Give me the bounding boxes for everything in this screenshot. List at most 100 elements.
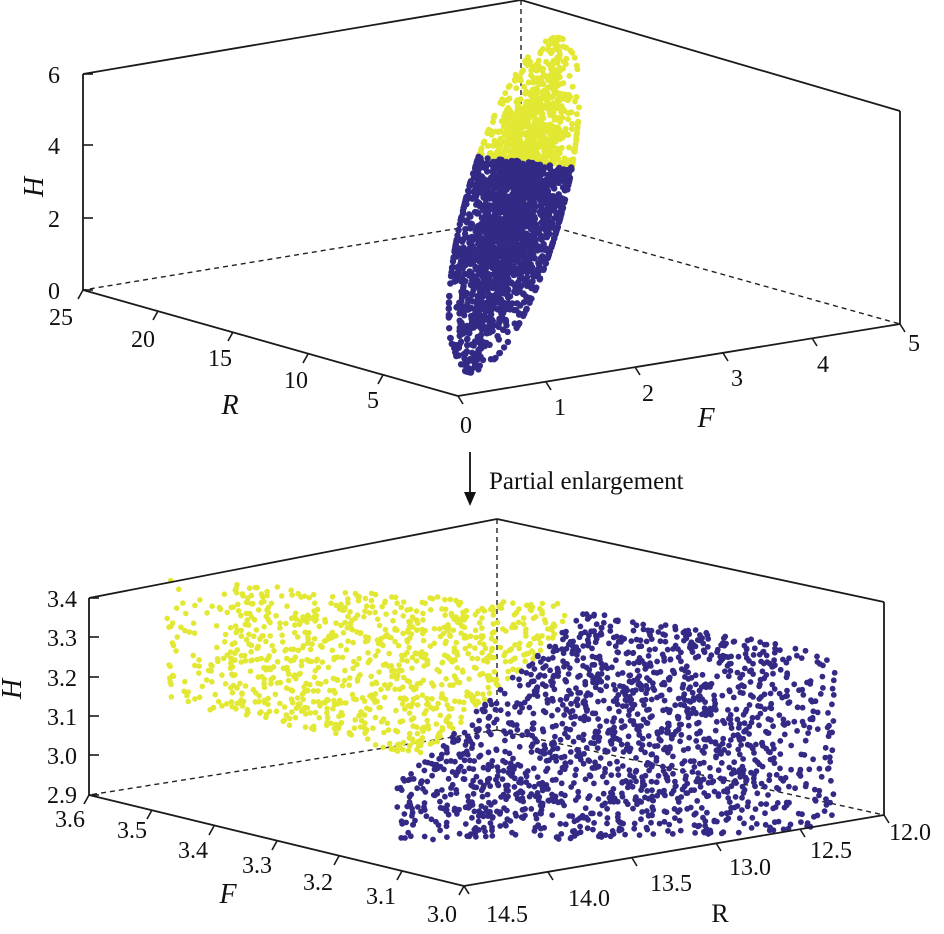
scatter-point-blue: [829, 685, 836, 692]
scatter-point-blue: [593, 621, 600, 628]
scatter-point-yellow: [229, 641, 235, 648]
scatter-point-blue: [594, 745, 601, 751]
scatter-point-yellow: [541, 617, 548, 623]
scatter-point-blue: [688, 674, 695, 681]
scatter-point-blue: [471, 338, 479, 345]
scatter-point-blue: [518, 282, 525, 289]
scatter-point-blue: [452, 277, 460, 284]
scatter-point-yellow: [434, 734, 441, 741]
scatter-point-yellow: [406, 743, 413, 749]
scatter-point-blue: [488, 731, 494, 738]
scatter-point-blue: [638, 816, 644, 823]
scatter-point-yellow: [532, 133, 539, 140]
scatter-point-blue: [584, 637, 591, 643]
scatter-point-blue: [491, 191, 498, 199]
scatter-point-blue: [678, 666, 685, 672]
scatter-point-yellow: [387, 681, 394, 688]
scatter-point-yellow: [289, 709, 295, 715]
scatter-point-blue: [519, 228, 526, 236]
scatter-point-yellow: [419, 599, 426, 606]
scatter-point-blue: [780, 777, 787, 784]
scatter-point-blue: [731, 779, 737, 786]
scatter-point-blue: [719, 740, 726, 747]
scatter-point-yellow: [313, 612, 320, 619]
scatter-point-blue: [600, 619, 607, 626]
scatter-point-blue: [687, 684, 693, 691]
scatter-point-blue: [646, 647, 653, 653]
scatter-point-blue: [529, 264, 536, 271]
scatter-point-yellow: [405, 747, 412, 754]
scatter-point-yellow: [481, 138, 488, 145]
top-f-tick-label: 3: [731, 366, 743, 392]
scatter-point-blue: [453, 236, 460, 243]
scatter-point-yellow: [563, 55, 570, 62]
scatter-point-blue: [496, 350, 503, 357]
scatter-point-blue: [640, 716, 647, 723]
scatter-point-blue: [586, 793, 593, 799]
scatter-point-yellow: [472, 611, 479, 618]
scatter-point-yellow: [316, 623, 323, 630]
scatter-point-yellow: [261, 684, 268, 691]
scatter-point-blue: [448, 758, 454, 764]
scatter-point-blue: [580, 655, 587, 661]
scatter-point-yellow: [273, 613, 279, 619]
top-f-axis-title: F: [696, 403, 715, 434]
scatter-point-blue: [460, 361, 467, 368]
scatter-point-yellow: [221, 639, 228, 645]
scatter-point-blue: [704, 632, 711, 639]
scatter-point-blue: [575, 788, 582, 795]
scatter-point-yellow: [196, 694, 203, 701]
scatter-point-blue: [796, 769, 803, 776]
scatter-point-blue: [401, 811, 408, 817]
scatter-point-blue: [463, 193, 470, 201]
scatter-point-blue: [730, 638, 737, 645]
scatter-point-yellow: [449, 705, 455, 712]
scatter-point-blue: [812, 796, 818, 803]
scatter-point-blue: [528, 806, 535, 812]
scatter-point-yellow: [191, 630, 198, 636]
scatter-point-blue: [458, 215, 465, 222]
scatter-point-blue: [700, 776, 706, 783]
scatter-point-yellow: [537, 647, 544, 654]
top-r-axis: 25 20 15 10 5 R: [49, 289, 384, 421]
scatter-point-blue: [472, 825, 479, 831]
scatter-point-blue: [456, 327, 463, 335]
scatter-point-yellow: [196, 670, 202, 676]
scatter-point-blue: [556, 166, 563, 173]
scatter-point-yellow: [324, 714, 331, 721]
scatter-point-yellow: [372, 609, 379, 616]
scatter-point-blue: [454, 251, 461, 258]
scatter-point-blue: [510, 226, 517, 233]
scatter-point-blue: [791, 681, 798, 688]
scatter-point-blue: [500, 234, 508, 241]
scatter-point-blue: [725, 654, 731, 661]
scatter-point-blue: [524, 768, 531, 774]
scatter-point-blue: [672, 623, 678, 630]
scatter-point-blue: [478, 741, 484, 748]
scatter-point-blue: [735, 684, 742, 690]
scatter-point-blue: [592, 639, 599, 646]
scatter-point-blue: [478, 185, 485, 193]
scatter-point-yellow: [447, 656, 453, 662]
scatter-point-yellow: [556, 150, 563, 157]
scatter-point-yellow: [311, 674, 318, 680]
scatter-point-blue: [573, 766, 579, 773]
scatter-point-yellow: [277, 625, 283, 631]
scatter-point-blue: [770, 723, 776, 730]
scatter-point-yellow: [495, 129, 502, 136]
scatter-point-blue: [662, 744, 669, 751]
scatter-point-yellow: [414, 650, 421, 657]
scatter-point-blue: [804, 820, 811, 826]
scatter-point-yellow: [246, 585, 253, 591]
scatter-point-yellow: [392, 727, 399, 734]
scatter-point-yellow: [433, 705, 440, 711]
scatter-point-yellow: [368, 597, 375, 604]
scatter-point-blue: [685, 669, 692, 676]
scatter-point-yellow: [246, 641, 252, 647]
scatter-point-yellow: [541, 148, 548, 155]
scatter-point-blue: [759, 740, 765, 747]
scatter-point-yellow: [525, 79, 532, 86]
scatter-point-blue: [732, 794, 739, 800]
scatter-point-yellow: [382, 626, 389, 633]
scatter-point-blue: [526, 693, 533, 700]
